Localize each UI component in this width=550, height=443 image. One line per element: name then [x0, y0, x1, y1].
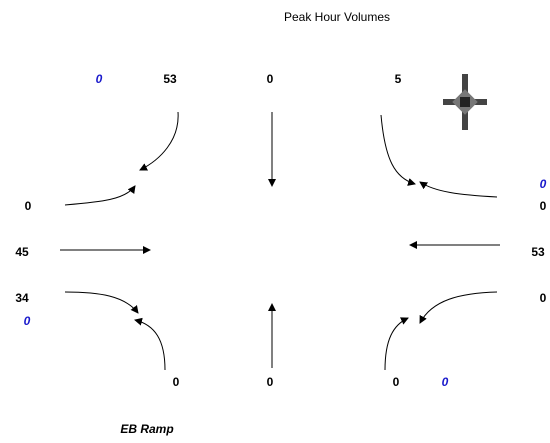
- compass: [443, 74, 487, 130]
- volume: 53: [531, 245, 545, 259]
- footer: EB Ramp: [120, 422, 173, 436]
- volume: 0: [540, 177, 547, 191]
- title: Peak Hour Volumes: [284, 10, 390, 24]
- volume: 0: [540, 199, 547, 213]
- volume: 45: [15, 245, 29, 259]
- volume: 0: [25, 199, 32, 213]
- volume: 5: [395, 72, 402, 86]
- volume: 0: [173, 375, 180, 389]
- volume: 53: [163, 72, 177, 86]
- volume: 0: [267, 375, 274, 389]
- volume: 0: [24, 314, 31, 328]
- volume: 0: [96, 72, 103, 86]
- volume: 0: [540, 291, 547, 305]
- volume: 0: [267, 72, 274, 86]
- volume: 0: [442, 375, 449, 389]
- arrows: [60, 111, 500, 371]
- volume: 0: [393, 375, 400, 389]
- volume: 34: [15, 291, 29, 305]
